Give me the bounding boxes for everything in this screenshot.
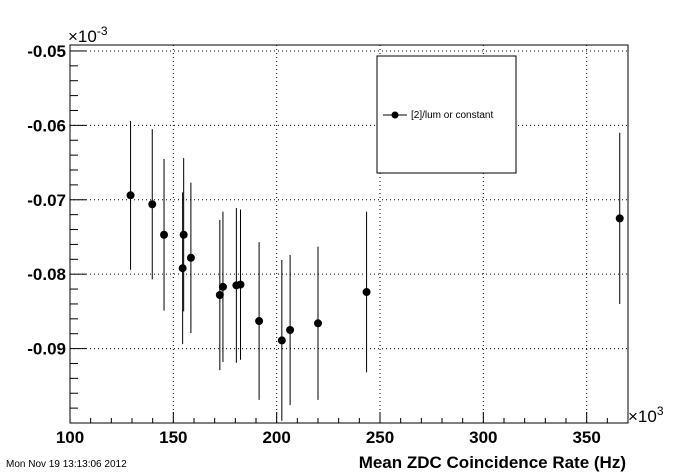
data-point [314,319,322,328]
y-tick-label: -0.09 [27,340,66,359]
data-point [255,317,264,326]
data-point [236,280,245,289]
data-point [179,230,188,239]
data-point [215,291,224,300]
data-point [218,282,227,291]
legend: [2]/lum or constant [376,55,517,174]
x-tick-label: 100 [56,428,84,447]
x-tick-label: 250 [366,428,394,447]
legend-marker [391,111,399,119]
axis-ticks [69,50,629,423]
y-tick-label: -0.08 [27,265,66,284]
tick-labels: 100 150 200 250 300 350 -0.05 -0.06 -0.07 -0.08 -0… [27,42,601,447]
data-point [277,336,286,345]
data-point [160,230,169,239]
x-tick-label: 200 [262,428,290,447]
x-axis-multiplier: ×103 [628,404,664,426]
x-tick-label: 150 [159,428,187,447]
data-point [186,253,195,262]
data-series [126,120,624,421]
y-tick-label: -0.07 [27,191,66,210]
y-axis-multiplier: ×10-3 [68,24,108,46]
data-point [178,264,187,273]
plot-frame [69,44,629,424]
data-point [286,325,295,334]
data-point [126,191,135,200]
x-tick-label: 300 [469,428,497,447]
grid-lines [70,45,628,423]
data-point [615,214,624,223]
x-tick-label: 350 [572,428,600,447]
data-point [148,200,157,209]
legend-label: [2]/lum or constant [411,110,493,121]
y-tick-label: -0.05 [27,42,66,61]
x-axis-title: Mean ZDC Coincidence Rate (Hz) [359,453,626,472]
data-point [362,288,371,297]
y-tick-label: -0.06 [27,116,66,135]
timestamp-label: Mon Nov 19 13:13:06 2012 [6,459,127,470]
